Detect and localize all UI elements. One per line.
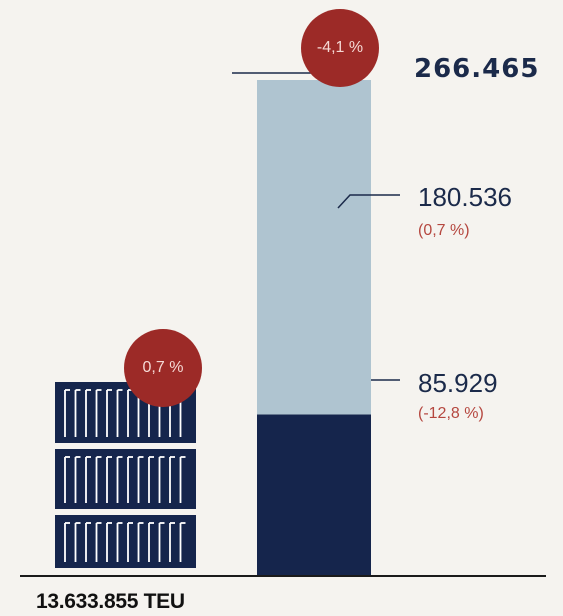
bar-segment [257, 80, 371, 415]
container-box [55, 515, 196, 568]
teu-change-badge: 0,7 % [124, 329, 202, 407]
series-change-label: (0,7 %) [418, 222, 470, 239]
series-value-label: 180.536 [418, 182, 512, 212]
leader-lines [232, 72, 400, 381]
total-change-badge: -4,1 % [301, 9, 379, 87]
containers-icon [55, 382, 196, 568]
total-value-label: 266.465 [414, 54, 540, 84]
series-leader-line [337, 194, 400, 209]
container-box [55, 449, 196, 509]
series-value-label: 85.929 [418, 368, 498, 398]
series-change-label: (-12,8 %) [418, 405, 484, 422]
teu-value-label: 13.633.855 TEU [36, 590, 185, 613]
bar-segment [257, 414, 371, 576]
stacked-bar [257, 80, 371, 576]
